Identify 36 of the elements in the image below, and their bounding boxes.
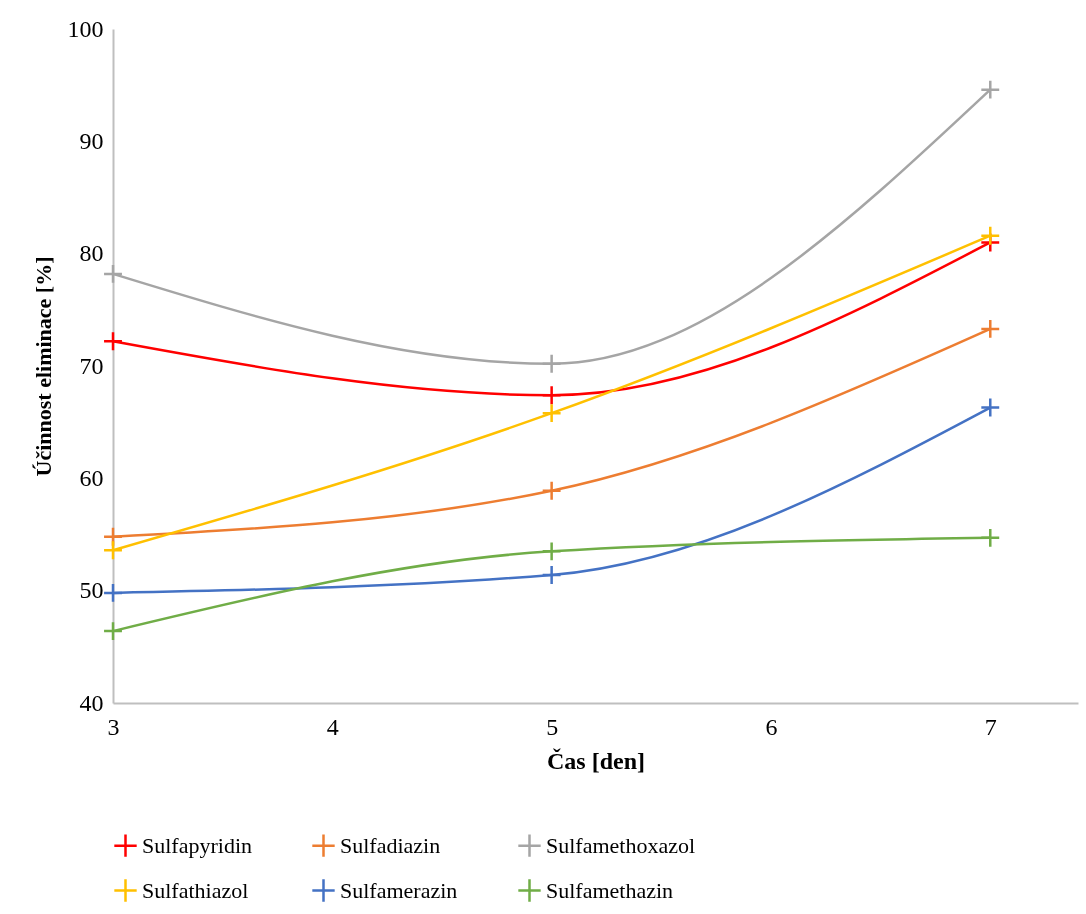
legend-label: Sulfamethoxazol (546, 832, 696, 858)
point (541, 385, 562, 406)
x-axis-title: Čas [den] (546, 747, 646, 774)
y-axis-title: Účinnost eliminace [%] (30, 256, 56, 477)
y-tick-label: 40 (79, 689, 104, 716)
point (980, 225, 1001, 246)
y-tick-label: 50 (79, 577, 104, 604)
x-tick-label: 3 (107, 713, 120, 740)
x-tick-label: 5 (546, 713, 559, 740)
y-tick-label: 80 (79, 240, 104, 267)
legend-label: Sulfapyridin (142, 832, 252, 858)
point (980, 397, 1001, 418)
point (541, 480, 562, 501)
point (541, 541, 562, 562)
point (541, 564, 562, 586)
y-tick-label: 100 (67, 15, 104, 42)
point (102, 263, 124, 285)
point (102, 620, 124, 642)
legend-label: Sulfamethazin (546, 877, 674, 903)
legend-label: Sulfamerazin (340, 877, 458, 903)
point (102, 582, 124, 604)
point (980, 527, 1001, 549)
point (102, 331, 124, 352)
point (541, 402, 562, 424)
x-tick-label: 4 (326, 713, 339, 740)
legend-label: Sulfadiazin (340, 832, 441, 858)
x-tick-label: 7 (984, 713, 997, 740)
x-tick-label: 6 (765, 713, 778, 740)
point (980, 318, 1001, 340)
y-tick-label: 90 (79, 127, 104, 154)
point (980, 79, 1001, 100)
y-tick-label: 60 (79, 464, 104, 491)
y-tick-label: 70 (79, 352, 104, 379)
legend-label: Sulfathiazol (142, 877, 249, 903)
point (541, 353, 562, 374)
point (102, 540, 124, 561)
